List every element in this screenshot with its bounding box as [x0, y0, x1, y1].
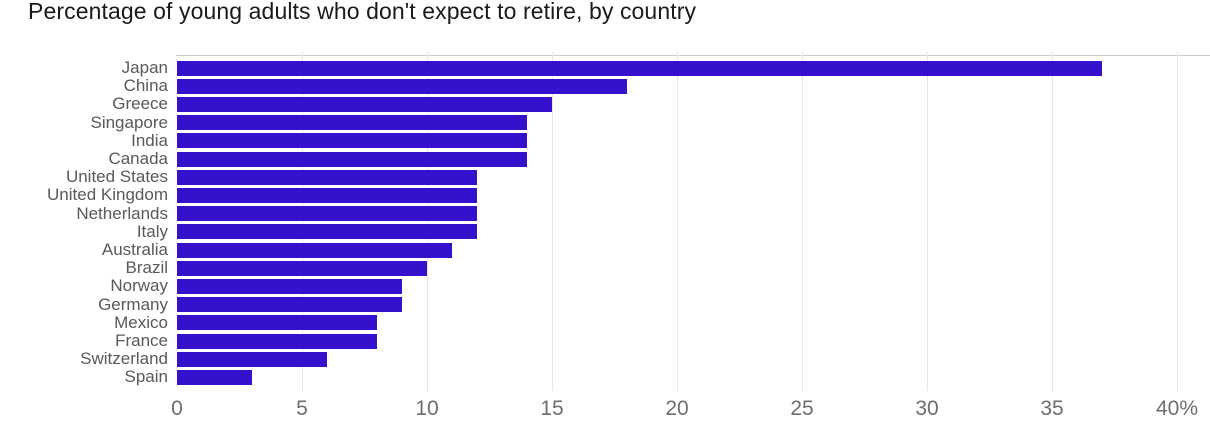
x-tick-label: 40% — [1155, 397, 1199, 420]
category-label: Singapore — [90, 112, 168, 132]
category-label: China — [123, 76, 168, 96]
bar — [177, 169, 477, 185]
bar — [177, 133, 527, 149]
chart-title: Percentage of young adults who don't exp… — [28, 0, 697, 24]
bar — [177, 351, 327, 367]
category-label: Brazil — [125, 258, 168, 278]
gridline — [1177, 52, 1178, 391]
gridline — [1052, 52, 1053, 391]
bar — [177, 242, 452, 258]
gridline — [302, 52, 303, 391]
bar — [177, 115, 527, 131]
gridline — [427, 52, 428, 391]
category-label: Canada — [108, 149, 168, 168]
bar — [177, 278, 402, 294]
x-tick-label: 30 — [915, 397, 939, 420]
category-label: Norway — [110, 276, 168, 296]
x-tick-label: 35 — [1040, 397, 1064, 420]
x-tick-label: 25 — [790, 397, 814, 420]
bar — [177, 151, 527, 167]
category-label: Australia — [101, 240, 168, 259]
x-tick-label: 15 — [540, 397, 564, 420]
x-tick-label: 10 — [415, 397, 439, 420]
bar — [177, 369, 252, 385]
gridline — [927, 52, 928, 391]
x-tick-label: 0 — [171, 397, 183, 420]
bar — [177, 206, 477, 222]
bar — [177, 96, 552, 112]
gridline — [552, 52, 553, 391]
category-label: Spain — [124, 367, 168, 387]
bar — [177, 315, 377, 331]
x-tick-label: 20 — [665, 397, 689, 420]
category-label: Greece — [112, 94, 168, 114]
bar — [177, 333, 377, 349]
bar — [177, 224, 477, 240]
category-label: Italy — [136, 221, 168, 241]
x-axis-top-line — [176, 55, 1210, 56]
gridline — [677, 52, 678, 391]
category-label: India — [131, 130, 168, 150]
category-label: Mexico — [114, 312, 168, 332]
category-label: Japan — [121, 58, 168, 77]
category-label: United States — [65, 167, 168, 187]
bar — [177, 78, 627, 94]
bar — [177, 187, 477, 203]
category-label: United Kingdom — [47, 185, 168, 205]
bar — [177, 60, 1102, 76]
gridline — [802, 52, 803, 391]
bar — [177, 260, 427, 276]
category-label: France — [115, 331, 168, 350]
bar — [177, 297, 402, 313]
category-label: Netherlands — [76, 203, 168, 223]
x-tick-label: 5 — [296, 397, 308, 420]
category-label: Switzerland — [80, 349, 168, 369]
category-label: Germany — [98, 294, 168, 314]
